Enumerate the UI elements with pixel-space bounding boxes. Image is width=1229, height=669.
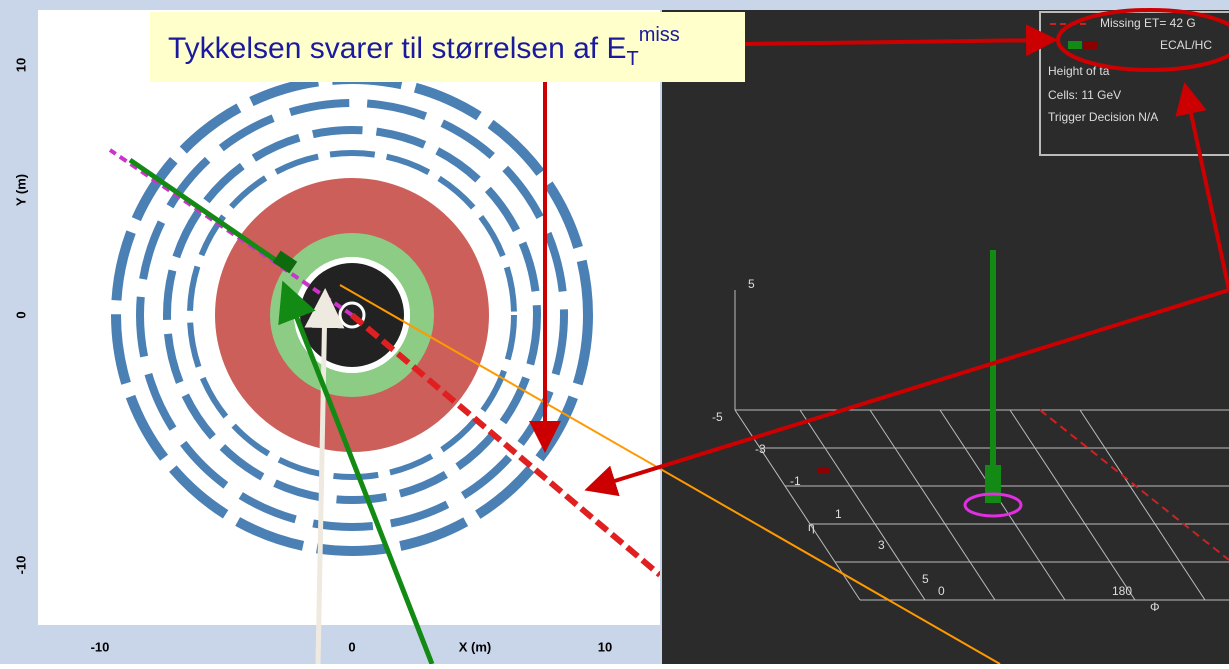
x-tick: 10 bbox=[598, 639, 612, 654]
phi-tick: 180 bbox=[1112, 584, 1132, 598]
x-tick: -10 bbox=[91, 639, 110, 654]
legend-entry: ECAL/HC bbox=[1160, 38, 1212, 52]
eta-tick: -5 bbox=[712, 410, 723, 424]
annotation: Tykkelsen svarer til størrelsen af ETmis… bbox=[168, 24, 680, 70]
eta-tick: 5 bbox=[922, 572, 929, 586]
y-tick: 0 bbox=[13, 311, 28, 318]
lego-tower bbox=[818, 467, 830, 473]
eta-tick: -3 bbox=[755, 442, 766, 456]
page: 0 10 -10 Y (m) -10 0 10 X (m) 5 -5 -3 -1… bbox=[0, 0, 1229, 664]
legend-entry: Missing ET= 42 G bbox=[1100, 16, 1196, 30]
legend-entry: Trigger Decision N/A bbox=[1048, 110, 1158, 124]
screenshot: 0 10 -10 Y (m) -10 0 10 X (m) 5 -5 -3 -1… bbox=[0, 0, 1229, 664]
legend-entry: Cells: 11 GeV bbox=[1048, 88, 1121, 102]
x-tick: 0 bbox=[348, 639, 355, 654]
annotation-text: Tykkelsen svarer til størrelsen af E bbox=[168, 32, 626, 65]
y-tick: -10 bbox=[13, 556, 28, 575]
legend-swatch bbox=[1084, 41, 1098, 49]
lego-tower bbox=[985, 465, 1001, 503]
lego-tower bbox=[990, 250, 996, 500]
annotation-subscript: T bbox=[626, 48, 638, 70]
eta-tick: -1 bbox=[790, 474, 801, 488]
eta-tick: 1 bbox=[835, 507, 842, 521]
y-tick: 10 bbox=[13, 58, 28, 72]
y-label: Y (m) bbox=[13, 174, 28, 206]
height-tick: 5 bbox=[748, 277, 755, 291]
eta-label: η bbox=[808, 520, 815, 534]
annotation-superscript: miss bbox=[639, 24, 680, 46]
lego-view bbox=[662, 10, 1229, 664]
x-label: X (m) bbox=[459, 639, 492, 654]
eta-tick: 3 bbox=[878, 538, 885, 552]
legend-swatch bbox=[1068, 41, 1082, 49]
phi-tick: 0 bbox=[938, 584, 945, 598]
phi-label: Φ bbox=[1150, 600, 1160, 614]
